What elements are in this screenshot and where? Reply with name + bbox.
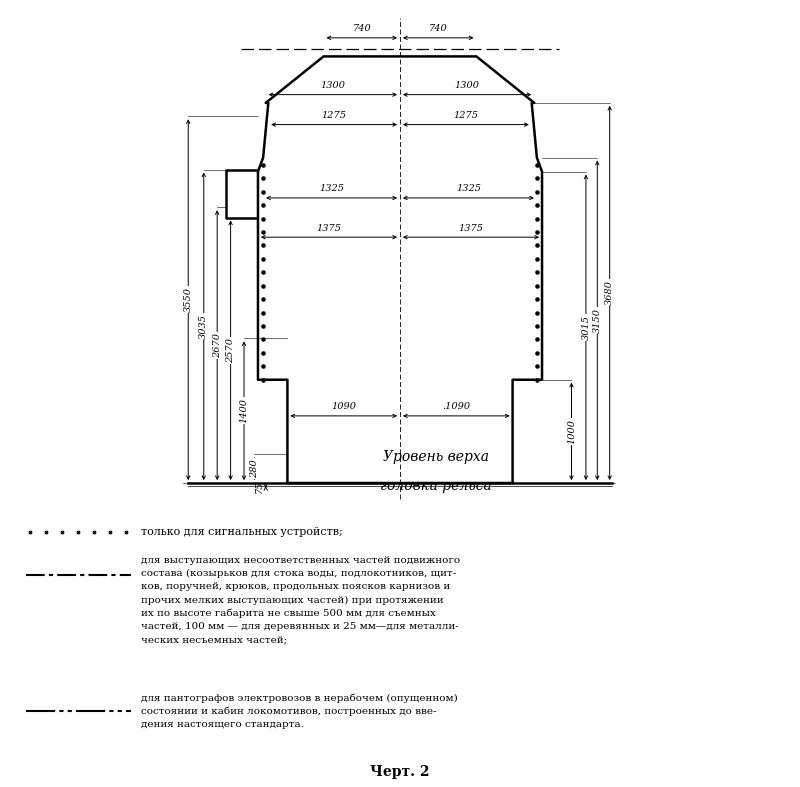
Text: их по высоте габарита не свыше 500 мм для съемных: их по высоте габарита не свыше 500 мм дл… (141, 608, 436, 618)
Text: Черт. 2: Черт. 2 (370, 766, 430, 779)
Text: состоянии и кабин локомотивов, построенных до вве-: состоянии и кабин локомотивов, построенн… (141, 707, 436, 716)
Text: 740: 740 (353, 24, 371, 32)
Text: 3015: 3015 (582, 315, 590, 340)
Text: 1375: 1375 (317, 224, 342, 232)
Text: 1300: 1300 (454, 81, 480, 90)
Text: состава (козырьков для стока воды, подлокотников, щит-: состава (козырьков для стока воды, подло… (141, 569, 456, 578)
Text: 2670: 2670 (213, 333, 222, 357)
Text: 3150: 3150 (593, 308, 602, 333)
Text: 740: 740 (429, 24, 447, 32)
Text: 3035: 3035 (199, 314, 208, 338)
Text: 1000: 1000 (567, 419, 576, 444)
Text: Уровень верха: Уровень верха (383, 450, 489, 464)
Text: 1325: 1325 (319, 184, 344, 194)
Text: для выступающих несоответственных частей подвижного: для выступающих несоответственных частей… (141, 556, 460, 565)
Text: 1275: 1275 (322, 111, 346, 120)
Text: 1400: 1400 (239, 398, 249, 423)
Text: 2570: 2570 (226, 338, 235, 363)
Text: прочих мелких выступающих частей) при протяжении: прочих мелких выступающих частей) при пр… (141, 596, 443, 604)
Text: только для сигнальных устройств;: только для сигнальных устройств; (141, 527, 342, 537)
Text: ков, поручней, крюков, продольных поясков карнизов и: ков, поручней, крюков, продольных пояско… (141, 582, 450, 591)
Text: 3680: 3680 (605, 280, 614, 305)
Text: 280: 280 (250, 459, 259, 478)
Text: 1375: 1375 (458, 224, 483, 232)
Text: дения настоящего стандарта.: дения настоящего стандарта. (141, 720, 304, 730)
Text: 1090: 1090 (331, 402, 356, 412)
Text: головки рельса: головки рельса (380, 479, 492, 493)
Text: для пантографов электровозов в нерабочем (опущенном): для пантографов электровозов в нерабочем… (141, 693, 458, 703)
Text: 1275: 1275 (454, 111, 478, 120)
Text: 75: 75 (255, 481, 264, 493)
Text: 1325: 1325 (456, 184, 481, 194)
Text: ческих несъемных частей;: ческих несъемных частей; (141, 635, 287, 645)
Text: частей, 100 мм — для деревянных и 25 мм—для металли-: частей, 100 мм — для деревянных и 25 мм—… (141, 622, 458, 631)
Text: 1300: 1300 (320, 81, 346, 90)
Text: .1090: .1090 (442, 402, 470, 412)
Text: 3550: 3550 (184, 287, 193, 312)
